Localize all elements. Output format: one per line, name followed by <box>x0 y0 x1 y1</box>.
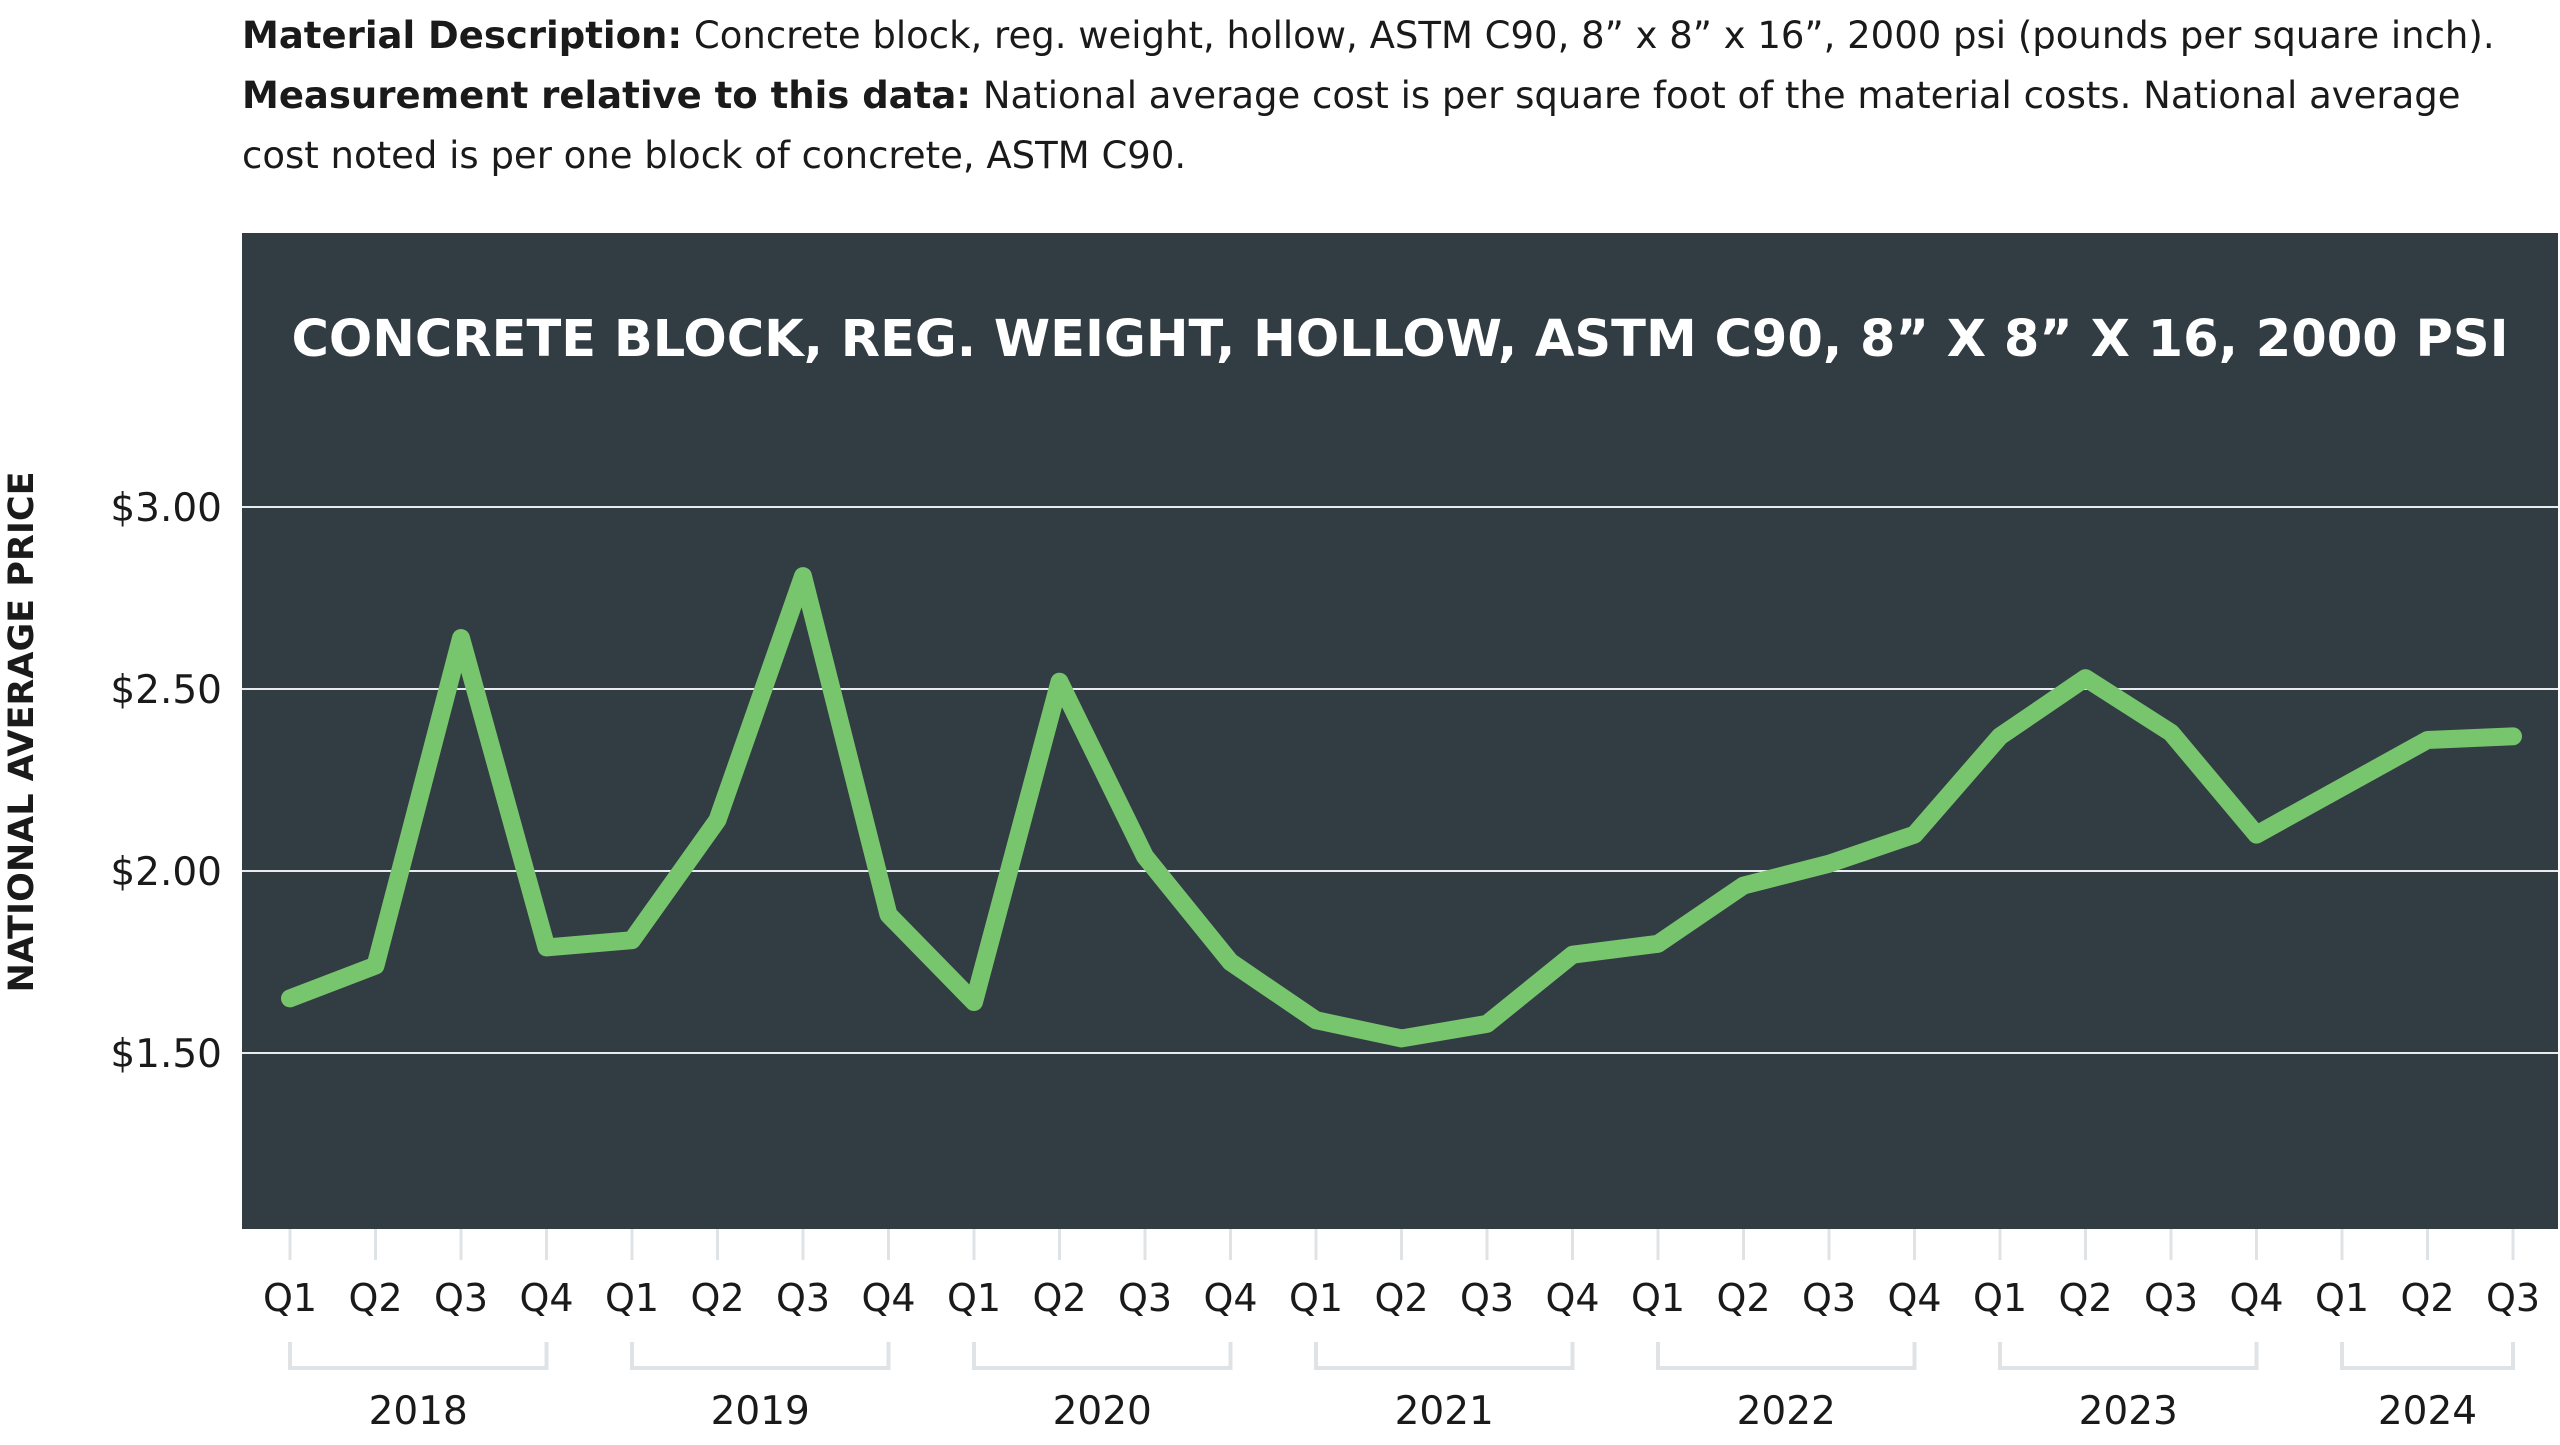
x-tick-label: Q1 <box>605 1276 659 1320</box>
year-bracket <box>288 1342 549 1370</box>
material-description-text: Concrete block, reg. weight, hollow, AST… <box>682 14 2495 57</box>
chart-panel <box>242 233 2558 1229</box>
x-tick-label: Q1 <box>1631 1276 1685 1320</box>
x-tick-label: Q2 <box>2058 1276 2112 1320</box>
y-tick-label: $2.00 <box>110 850 222 895</box>
data-point <box>2084 677 2087 680</box>
data-point <box>460 637 462 640</box>
data-point <box>2512 735 2514 738</box>
x-tick-label: Q4 <box>1545 1276 1599 1320</box>
x-tick-label: Q2 <box>1032 1276 1086 1320</box>
x-tick-label: Q1 <box>947 1276 1001 1320</box>
x-tick-label: Q2 <box>2400 1276 2454 1320</box>
gridlines <box>242 506 2558 1054</box>
year-label: 2019 <box>711 1389 810 1434</box>
data-point <box>2341 786 2343 789</box>
x-tick-label: Q3 <box>776 1276 830 1320</box>
year-label: 2021 <box>1395 1389 1494 1434</box>
x-tick-label: Q4 <box>1203 1276 1257 1320</box>
data-point <box>1486 1022 1488 1025</box>
x-tick-label: Q1 <box>2315 1276 2369 1320</box>
x-tick-label: Q4 <box>1887 1276 1941 1320</box>
x-tick-label: Q4 <box>519 1276 573 1320</box>
year-label: 2020 <box>1053 1389 1152 1434</box>
y-tick-label: $2.50 <box>110 668 222 713</box>
data-point <box>2426 738 2429 741</box>
data-point <box>1742 884 1745 887</box>
measurement-description-text: National average cost is per square foot… <box>242 74 2461 177</box>
x-tick-label: Q3 <box>1118 1276 1172 1320</box>
data-point <box>973 1001 975 1004</box>
year-label: 2024 <box>2378 1389 2477 1434</box>
year-bracket <box>630 1342 891 1370</box>
year-bracket <box>1314 1342 1575 1370</box>
material-description: Material Description: Concrete block, re… <box>242 6 2532 66</box>
x-tick-label: Q3 <box>2144 1276 2198 1320</box>
y-axis-ticks: $1.50 $2.00 $2.50 $3.00 <box>110 486 222 1077</box>
x-tick-label: Q1 <box>1973 1276 2027 1320</box>
y-tick-label: $3.00 <box>110 486 222 531</box>
measurement-description-label: Measurement relative to this data: <box>242 74 972 117</box>
data-point <box>289 997 291 1000</box>
year-brackets: 2018 2019 2020 2021 2022 2023 2024 <box>288 1342 2515 1434</box>
x-tick-label: Q4 <box>2229 1276 2283 1320</box>
year-label: 2018 <box>369 1389 468 1434</box>
chart-title: CONCRETE BLOCK, REG. WEIGHT, HOLLOW, AST… <box>291 310 2508 369</box>
year-label: 2022 <box>1737 1389 1836 1434</box>
year-bracket <box>972 1342 1233 1370</box>
data-point <box>631 939 633 942</box>
material-description-block: Material Description: Concrete block, re… <box>242 6 2532 186</box>
data-point <box>1058 680 1061 683</box>
data-point <box>802 575 804 578</box>
year-label: 2023 <box>2079 1389 2178 1434</box>
y-tick-label: $1.50 <box>110 1032 222 1077</box>
data-point <box>1913 833 1916 836</box>
x-tick-label: Q2 <box>348 1276 402 1320</box>
x-tick-label: Q3 <box>434 1276 488 1320</box>
data-point <box>1229 961 1232 963</box>
data-point <box>887 913 890 916</box>
data-point <box>1999 735 2001 738</box>
data-point <box>2170 731 2172 734</box>
x-tick-label: Q3 <box>1460 1276 1514 1320</box>
x-tick-label: Q2 <box>1374 1276 1428 1320</box>
year-bracket <box>1998 1342 2259 1370</box>
x-tick-label: Q2 <box>690 1276 744 1320</box>
year-bracket <box>2340 1342 2515 1370</box>
data-point <box>2255 833 2258 836</box>
data-point <box>1144 855 1146 858</box>
measurement-description: Measurement relative to this data: Natio… <box>242 66 2532 186</box>
x-axis-ticks: Q1 Q2 Q3 Q4 Q1 Q2 Q3 Q4 Q1 Q2 Q3 Q4 Q1 Q2 Q3 Q4 Q1 Q2 Q3 Q4… <box>263 1229 2540 1320</box>
x-tick-label: Q3 <box>1802 1276 1856 1320</box>
series-layer <box>281 567 2522 1048</box>
data-point <box>1657 942 1659 945</box>
data-point <box>1571 953 1574 956</box>
data-point <box>1400 1037 1403 1040</box>
data-point <box>1315 1019 1317 1022</box>
x-tick-label: Q4 <box>861 1276 915 1320</box>
x-tick-label: Q3 <box>2486 1276 2540 1320</box>
data-point <box>545 946 548 949</box>
x-tick-label: Q1 <box>263 1276 317 1320</box>
data-point <box>1828 862 1830 865</box>
data-point <box>374 964 377 967</box>
y-axis-label: NATIONAL AVERAGE PRICE <box>2 472 42 993</box>
x-tick-label: Q2 <box>1716 1276 1770 1320</box>
data-point <box>716 819 719 822</box>
material-description-label: Material Description: <box>242 14 683 57</box>
year-bracket <box>1656 1342 1917 1370</box>
x-tick-label: Q1 <box>1289 1276 1343 1320</box>
